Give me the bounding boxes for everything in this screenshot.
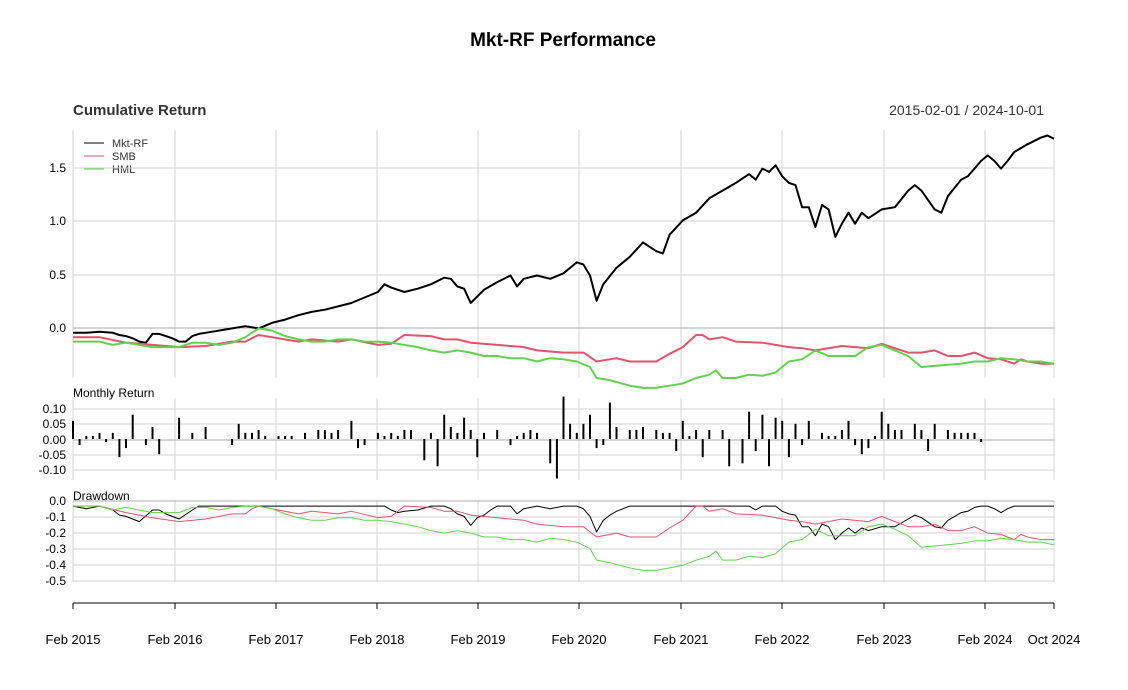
x-tick-label-5: Feb 2020 xyxy=(552,632,607,647)
legend-label-hml: HML xyxy=(112,164,135,176)
y-tick-label-p2-0: 0.10 xyxy=(43,402,67,416)
series-line-cumulative-return-hml xyxy=(73,327,1055,389)
x-tick-label-7: Feb 2022 xyxy=(755,632,810,647)
axes: Feb 2015 Feb 2016 Feb 2017 Feb 2018 Feb 2019… xyxy=(39,161,1081,647)
x-tick-label-0: Feb 2015 xyxy=(46,632,101,647)
legend: Mkt-RF SMB HML xyxy=(84,138,148,176)
y-tick-label-p3-3: -0.3 xyxy=(45,542,66,556)
y-tick-label-p2-1: 0.05 xyxy=(43,417,67,431)
y-tick-label-p3-2: -0.2 xyxy=(45,526,66,540)
panel-3-title: Drawdown xyxy=(73,489,130,503)
y-tick-label-p2-2: 0.00 xyxy=(43,433,67,447)
y-tick-label-p1-1: 0.5 xyxy=(49,268,66,282)
panel-2-title: Monthly Return xyxy=(73,386,154,400)
y-tick-label-p1-3: 1.5 xyxy=(49,161,66,175)
y-tick-label-p3-1: -0.1 xyxy=(45,510,66,524)
series-line-cumulative-return-mkt-rf xyxy=(73,134,1055,344)
legend-label-smb: SMB xyxy=(112,151,136,163)
y-tick-label-p3-4: -0.4 xyxy=(45,558,66,572)
x-tick-label-9: Feb 2024 xyxy=(958,632,1013,647)
x-tick-label-6: Feb 2021 xyxy=(654,632,709,647)
y-tick-label-p3-5: -0.5 xyxy=(45,574,66,588)
x-tick-label-1: Feb 2016 xyxy=(148,632,203,647)
y-tick-label-p3-0: 0.0 xyxy=(49,494,66,508)
panel-1-title: Cumulative Return xyxy=(73,102,206,119)
x-tick-label-8: Feb 2023 xyxy=(857,632,912,647)
series-line-drawdown-mkt-rf xyxy=(72,505,1054,541)
series-marks xyxy=(72,134,1055,571)
date-range-label: 2015-02-01 / 2024-10-01 xyxy=(889,102,1044,118)
y-tick-label-p1-2: 1.0 xyxy=(49,214,66,228)
y-tick-label-p2-3: -0.05 xyxy=(39,448,67,462)
y-tick-label-p1-0: 0.0 xyxy=(49,321,66,335)
series-line-cumulative-return-smb xyxy=(73,334,1054,365)
x-tick-label-10: Oct 2024 xyxy=(1028,632,1081,647)
chart-title: Mkt-RF Performance xyxy=(470,30,656,51)
x-tick-label-4: Feb 2019 xyxy=(451,632,506,647)
y-tick-label-p2-4: -0.10 xyxy=(39,463,67,477)
series-line-drawdown-hml xyxy=(73,505,1055,571)
x-tick-label-3: Feb 2018 xyxy=(350,632,405,647)
x-tick-label-2: Feb 2017 xyxy=(249,632,304,647)
legend-label-mkt-rf: Mkt-RF xyxy=(112,138,148,150)
